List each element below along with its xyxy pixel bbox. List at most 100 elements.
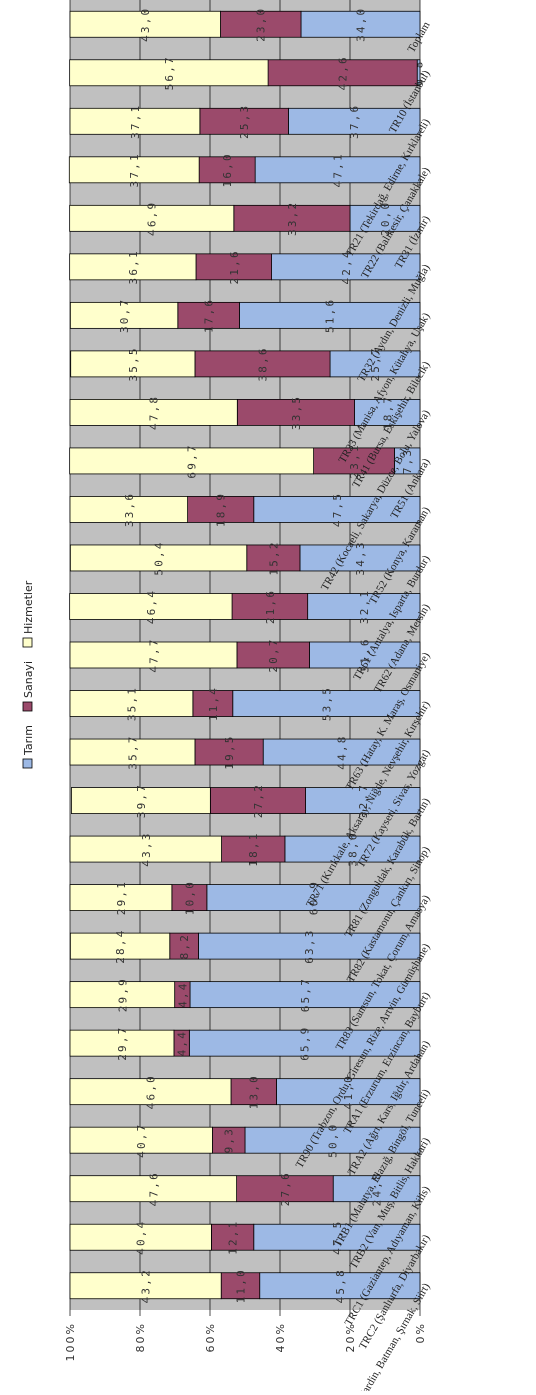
bar-tarim xyxy=(259,1272,421,1300)
data-label-hizmetler: 30,7 xyxy=(118,298,131,333)
bar-tarim xyxy=(253,1223,421,1251)
data-label-sanayi: 38,6 xyxy=(257,346,270,381)
legend-label-tarim: Tarım xyxy=(22,725,35,756)
bar-hizmetler xyxy=(69,1175,238,1203)
legend-swatch-hizmetler xyxy=(22,637,33,648)
bar-group-tr62-adana-mersin: 32,1 21,6 46,4 xyxy=(69,589,421,624)
data-label-hizmetler: 43,3 xyxy=(140,831,153,866)
axis-tick-label: 60% xyxy=(204,1322,217,1352)
bar-group-toplam: 34,0 23,0 43,0 xyxy=(69,7,421,42)
bar-sanayi xyxy=(220,10,302,38)
bar-hizmetler xyxy=(69,738,196,766)
data-label-tarim: 34,3 xyxy=(354,540,367,575)
bar-tarim xyxy=(262,738,421,766)
data-label-sanayi: 21,6 xyxy=(264,589,277,624)
bar-hizmetler xyxy=(69,59,269,87)
data-label-hizmetler: 39,7 xyxy=(135,783,148,818)
data-label-sanayi: 17,6 xyxy=(203,298,216,333)
data-label-tarim: 31,6 xyxy=(359,637,372,672)
data-label-hizmetler: 37,1 xyxy=(129,104,142,139)
data-label-sanayi: 27,2 xyxy=(252,783,265,818)
bar-sanayi xyxy=(209,787,306,814)
bar-group-trc3-mardin-batman-sirnak-siirt: 45,8 11,0 43,2 xyxy=(69,1268,421,1303)
bar-tarim xyxy=(308,641,421,669)
data-label-sanayi: 9,3 xyxy=(223,1127,236,1153)
data-label-hizmetler: 28,4 xyxy=(114,928,127,963)
data-label-tarim: 38,6 xyxy=(346,831,359,866)
data-label-hizmetler: 56,7 xyxy=(163,55,176,90)
bar-tarim xyxy=(307,593,421,620)
bar-group-trc2-sanliurfa-diyarbakir: 47,5 12,1 40,4 xyxy=(69,1220,421,1255)
bar-group-tr71-kirikkale-aksaray-nigde-nevsehir-kirsehir: 53,5 11,4 35,1 xyxy=(69,686,421,721)
data-label-sanayi: 27,6 xyxy=(279,1171,292,1206)
bar-sanayi xyxy=(221,835,286,863)
bar-hizmetler xyxy=(69,835,222,863)
data-label-tarim: 47,1 xyxy=(332,152,345,187)
data-label-hizmetler: 37,1 xyxy=(128,152,141,187)
data-label-sanayi: 12,1 xyxy=(227,1220,240,1255)
data-label-tarim: 47,5 xyxy=(331,492,344,527)
legend: Tarım Sanayi Hizmetler xyxy=(18,580,36,770)
data-label-tarim: 50,0 xyxy=(327,1123,340,1158)
bar-group-tr61-antalya-isparta-burdur: 34,3 15,2 50,4 xyxy=(69,540,421,576)
bar-tarim xyxy=(276,1078,421,1106)
bar-hizmetler xyxy=(69,981,176,1009)
bar-tarim xyxy=(206,884,421,911)
data-label-sanayi: 21,6 xyxy=(228,249,241,284)
data-label-tarim: 18,7 xyxy=(381,395,394,430)
data-label-hizmetler: 47,8 xyxy=(148,395,161,430)
bar-hizmetler xyxy=(69,107,201,135)
data-label-sanayi: 23,0 xyxy=(255,7,268,42)
data-label-hizmetler: 47,6 xyxy=(147,1171,160,1206)
bar-group-tr82-kastamonu-cankiri-sinop: 38,6 18,1 43,3 xyxy=(69,831,421,867)
bar-hizmetler xyxy=(69,1272,222,1300)
data-label-tarim: 65,7 xyxy=(299,977,312,1012)
data-label-hizmetler: 40,4 xyxy=(135,1220,148,1255)
data-label-tarim: 65,9 xyxy=(299,1025,312,1060)
bar-group-tr10-istanbul: 0,842,656,7 xyxy=(69,55,426,90)
data-label-sanayi: 11,0 xyxy=(234,1268,247,1303)
bar-hizmetler xyxy=(69,544,248,572)
bar-group-trb2-van-mus-bitlis-hakkari: 50,0 9,3 40,7 xyxy=(69,1123,421,1158)
bar-hizmetler xyxy=(69,690,194,717)
data-label-sanayi: 11,4 xyxy=(207,686,220,721)
data-label-tarim: 37,6 xyxy=(348,104,361,139)
bar-hizmetler xyxy=(69,1029,175,1057)
bar-hizmetler xyxy=(69,641,238,669)
bar-sanayi xyxy=(210,1223,255,1251)
data-label-tarim: 20,0 xyxy=(379,201,392,236)
data-label-tarim: 44,8 xyxy=(336,734,349,769)
data-label-tarim: 34,0 xyxy=(355,7,368,42)
value-axis: 0% 20% 40% 60% 80% 100% xyxy=(64,1322,427,1361)
bar-group-tr72-kayseri-sivas-yozgat: 44,8 19,5 35,7 xyxy=(69,734,421,770)
bar-sanayi xyxy=(177,301,240,329)
bar-sanayi xyxy=(236,1175,334,1203)
bar-group-trb1-malatya-elazig-bingol-tunceli: 41,0 13,0 46,0 xyxy=(69,1074,421,1109)
bar-tarim xyxy=(287,107,421,135)
bar-hizmetler xyxy=(69,1078,232,1106)
legend-swatch-tarim xyxy=(22,758,33,769)
bar-tarim xyxy=(354,399,421,426)
bar-hizmetler xyxy=(69,301,179,329)
data-label-sanayi: 18,1 xyxy=(247,831,260,866)
bar-group-tr22-balikesir-canakkale: 47,1 16,0 37,1 xyxy=(68,152,421,187)
data-label-sanayi: 20,7 xyxy=(267,637,280,672)
bar-sanayi xyxy=(194,738,264,766)
data-label-hizmetler: 69,7 xyxy=(186,443,199,478)
data-label-hizmetler: 35,5 xyxy=(127,346,140,381)
data-label-tarim: 60,9 xyxy=(307,880,320,915)
data-label-hizmetler: 46,9 xyxy=(146,201,159,236)
bar-sanayi xyxy=(171,884,208,911)
data-label-sanayi: 42,6 xyxy=(337,55,350,90)
legend-label-hizmetler: Hizmetler xyxy=(22,580,35,634)
data-label-sanayi: 23,1 xyxy=(348,443,361,478)
bar-hizmetler xyxy=(69,1223,212,1251)
data-label-tarim: 47,5 xyxy=(331,1220,344,1255)
axis-tick-label: 40% xyxy=(274,1322,287,1352)
data-label-sanayi: 25,3 xyxy=(238,104,251,139)
bar-tarim xyxy=(394,447,421,475)
data-label-sanayi: 4,4 xyxy=(176,1030,189,1056)
data-label-sanayi: 18,9 xyxy=(215,492,228,527)
